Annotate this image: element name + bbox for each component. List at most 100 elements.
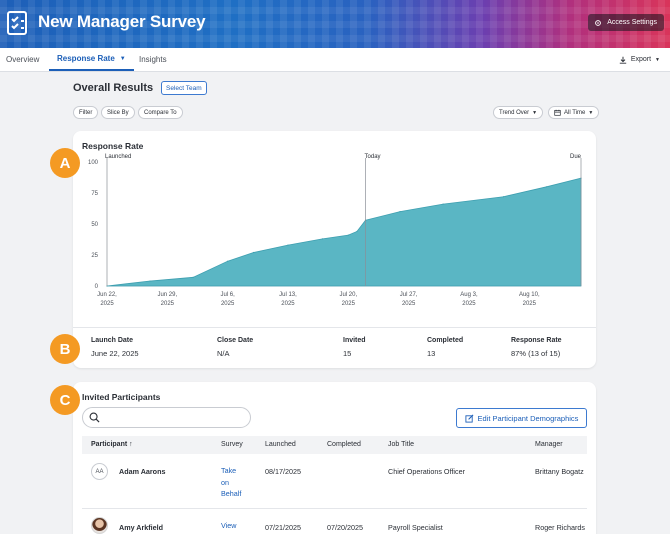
- x-tick-label-year: 2025: [402, 301, 416, 307]
- x-tick-label: Jul 13,: [279, 292, 297, 298]
- stat-close-date-value: N/A: [217, 349, 230, 358]
- x-tick-label: Jul 6,: [220, 292, 235, 298]
- completed-date: 07/20/2025: [327, 523, 363, 532]
- filter-button[interactable]: Filter: [73, 106, 99, 119]
- tab-insights-label: Insights: [139, 55, 167, 64]
- chevron-down-icon: ▼: [119, 55, 126, 62]
- avatar: [91, 517, 108, 534]
- data-point: [192, 276, 194, 278]
- x-tick-label: Jul 27,: [400, 292, 418, 298]
- data-point: [347, 234, 349, 236]
- overall-results-title: Overall Results: [73, 82, 154, 94]
- export-menu[interactable]: Export ▼: [619, 48, 660, 71]
- x-tick-label-year: 2025: [342, 301, 356, 307]
- tab-insights[interactable]: Insights: [139, 48, 167, 71]
- callout-badge-c: C: [50, 385, 80, 415]
- x-tick-label: Aug 3,: [460, 292, 478, 298]
- marker-label: Today: [365, 154, 381, 160]
- x-tick-label-year: 2025: [523, 301, 537, 307]
- search-icon: [89, 412, 100, 423]
- x-tick-label-year: 2025: [221, 301, 235, 307]
- column-survey[interactable]: Survey: [221, 441, 243, 448]
- participants-title: Invited Participants: [82, 392, 161, 402]
- tab-response-rate[interactable]: Response Rate ▼: [49, 48, 134, 71]
- data-point: [442, 203, 444, 205]
- calendar-icon: [554, 109, 561, 116]
- participant-name[interactable]: Adam Aarons: [119, 467, 166, 476]
- launched-date: 08/17/2025: [265, 467, 301, 476]
- edit-demographics-label: Edit Participant Demographics: [477, 413, 579, 423]
- trend-over-label: Trend Over: [499, 109, 530, 116]
- stat-completed-label: Completed: [427, 337, 464, 344]
- column-completed[interactable]: Completed: [327, 441, 361, 448]
- invited-participants-card: [73, 382, 596, 534]
- x-tick-label-year: 2025: [161, 301, 175, 307]
- column-participant[interactable]: Participant ↑: [91, 441, 133, 448]
- column-manager[interactable]: Manager: [535, 441, 563, 448]
- manager-name: Roger Richards: [535, 523, 585, 532]
- data-point: [545, 186, 548, 188]
- time-range-dropdown[interactable]: All Time ▼: [548, 106, 600, 119]
- all-time-label: All Time: [564, 109, 586, 116]
- y-tick-label: 75: [91, 191, 98, 197]
- banner-pattern: [0, 0, 670, 48]
- data-point: [356, 230, 358, 233]
- compare-to-button[interactable]: Compare To: [138, 106, 183, 119]
- survey-link-line: Behalf: [221, 489, 242, 498]
- callout-badge-b: B: [50, 334, 80, 364]
- y-tick-label: 50: [91, 222, 98, 228]
- app-title: New Manager Survey: [38, 12, 206, 31]
- stat-launch-date-value: June 22, 2025: [91, 349, 139, 358]
- marker-label: Due: [570, 154, 582, 160]
- tab-overview-label: Overview: [6, 55, 40, 64]
- access-settings-button[interactable]: Access Settings: [588, 14, 664, 31]
- job-title: Chief Operations Officer: [388, 467, 465, 476]
- survey-checklist-icon: [7, 11, 27, 35]
- edit-participant-demographics-button[interactable]: Edit Participant Demographics: [456, 408, 587, 428]
- column-launched[interactable]: Launched: [265, 441, 296, 448]
- y-tick-label: 25: [91, 253, 98, 259]
- response-rate-area: [106, 177, 582, 287]
- stat-invited-value: 15: [343, 349, 352, 358]
- card-divider: [73, 327, 596, 328]
- avatar: AA: [91, 463, 108, 480]
- access-settings-label: Access Settings: [607, 19, 657, 26]
- y-tick-label: 0: [95, 284, 99, 290]
- chevron-down-icon: ▼: [655, 56, 660, 63]
- data-point: [399, 211, 401, 213]
- survey-link-line: on: [221, 477, 229, 487]
- stat-close-date-label: Close Date: [217, 337, 254, 344]
- header-banner: New Manager Survey Access Settings: [0, 0, 670, 48]
- slice-by-button[interactable]: Slice By: [101, 106, 135, 119]
- stat-completed-value: 13: [427, 349, 436, 358]
- y-tick-label: 100: [88, 160, 99, 166]
- x-tick-label-year: 2025: [100, 301, 114, 307]
- data-point: [149, 280, 151, 282]
- marker-label: Launched: [105, 154, 131, 160]
- x-tick-label: Aug 10,: [519, 292, 540, 298]
- participant-search-input[interactable]: [82, 407, 251, 428]
- tab-overview[interactable]: Overview: [6, 48, 39, 71]
- x-tick-label: Jun 29,: [157, 292, 177, 298]
- survey-link-line: Take: [221, 466, 237, 475]
- stat-response-rate-value: 87% (13 of 15): [511, 349, 561, 358]
- trend-over-dropdown[interactable]: Trend Over ▼: [493, 106, 544, 119]
- participant-name[interactable]: Amy Arkfield: [119, 523, 164, 532]
- take-on-behalf-link[interactable]: Take on Behalf: [221, 465, 241, 500]
- column-job-title[interactable]: Job Title: [388, 441, 415, 448]
- participants-table-header: Participant ↑ Survey Launched Completed …: [82, 436, 587, 454]
- x-tick-label-year: 2025: [281, 301, 295, 307]
- x-tick-label: Jul 20,: [339, 292, 357, 298]
- select-team-button[interactable]: Select Team: [161, 81, 207, 95]
- chevron-down-icon: ▼: [588, 109, 594, 116]
- x-tick-label-year: 2025: [462, 301, 476, 307]
- callout-badge-a: A: [50, 148, 80, 178]
- column-participant-label: Participant: [91, 441, 128, 448]
- view-survey-link[interactable]: View: [221, 521, 237, 530]
- data-point: [321, 238, 324, 240]
- data-point: [252, 251, 255, 254]
- launched-date: 07/21/2025: [265, 523, 301, 532]
- job-title: Payroll Specialist: [388, 523, 443, 532]
- tab-bar: Overview Response Rate ▼ Insights Export…: [0, 48, 670, 72]
- chevron-down-icon: ▼: [532, 109, 538, 116]
